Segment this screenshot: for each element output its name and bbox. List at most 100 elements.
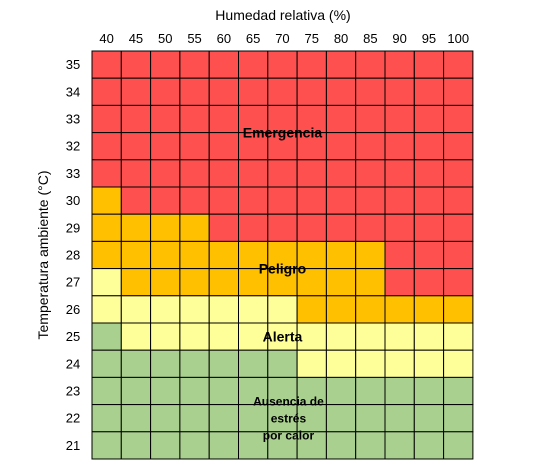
heatmap-cell — [91, 322, 122, 351]
heatmap-cell — [355, 376, 386, 406]
heatmap-cell — [179, 431, 210, 460]
heatmap-cell — [208, 376, 239, 406]
heatmap-cell — [413, 268, 445, 297]
heatmap-cell — [208, 240, 239, 270]
heatmap-cell — [91, 50, 122, 79]
heatmap-cell — [355, 186, 386, 215]
heatmap-cell — [325, 213, 357, 242]
y-tick-label: 33 — [66, 112, 80, 127]
heatmap-cell — [208, 295, 239, 324]
y-axis-title: Temperatura ambiente (°C) — [35, 171, 51, 340]
heatmap-cell — [384, 431, 415, 460]
heatmap-cell — [91, 268, 122, 297]
heatmap-cell — [120, 77, 152, 106]
zone-label: Peligro — [259, 261, 306, 277]
heatmap-cell — [238, 431, 269, 460]
heatmap-cell — [150, 77, 181, 106]
heatmap-cell — [443, 295, 474, 324]
heatmap-cell — [325, 349, 357, 378]
y-tick-label: 29 — [66, 220, 80, 235]
heatmap-cell — [91, 132, 122, 161]
y-tick-label: 22 — [66, 411, 80, 426]
x-tick-label: 40 — [99, 31, 113, 46]
heatmap-cell — [296, 50, 327, 79]
heatmap-cell — [267, 50, 298, 79]
heatmap-cell — [355, 50, 386, 79]
heatmap-cell — [120, 132, 152, 161]
heatmap-cell — [179, 132, 210, 161]
heatmap-cell — [91, 404, 122, 433]
x-tick-label: 90 — [392, 31, 406, 46]
heatmap-cell — [413, 159, 445, 188]
heatmap-cell — [355, 322, 386, 351]
heatmap-cell — [120, 349, 152, 378]
heatmap-cell — [384, 213, 415, 242]
x-axis-ticks: 40 45 50 55 60 65 70 75 80 85 90 95 100 — [99, 31, 469, 46]
heatmap-cell — [384, 159, 415, 188]
heatmap-cell — [325, 77, 357, 106]
heatmap-cell — [413, 322, 445, 351]
heatmap-cell — [267, 240, 298, 270]
heatmap-cell — [413, 404, 445, 433]
heatmap-cell — [296, 349, 327, 378]
y-tick-label: 25 — [66, 329, 80, 344]
heatmap-cell — [150, 132, 181, 161]
heatmap-cell — [238, 186, 269, 215]
heatmap-cell — [179, 322, 210, 351]
heatmap-cell — [91, 186, 122, 215]
heatmap-cell — [355, 349, 386, 378]
x-tick-label: 65 — [246, 31, 260, 46]
heatmap-cell — [413, 295, 445, 324]
heatmap-cell — [120, 213, 152, 242]
heatmap-cell — [296, 240, 327, 270]
heatmap-cell — [325, 404, 357, 433]
heatmap-cell — [443, 268, 474, 297]
heatmap-cell — [120, 240, 152, 270]
heatmap-cell — [179, 213, 210, 242]
heatmap-cell — [443, 376, 474, 406]
y-tick-label: 32 — [66, 139, 80, 154]
heatmap-cell — [208, 77, 239, 106]
heatmap-cell — [325, 431, 357, 460]
heatmap-cell — [150, 322, 181, 351]
heatmap-cell — [413, 349, 445, 378]
heatmap-cell — [208, 186, 239, 215]
heatmap-cell — [384, 104, 415, 134]
heatmap-cell — [267, 159, 298, 188]
heatmap-cell — [443, 77, 474, 106]
heatmap-cell — [355, 404, 386, 433]
heatmap-cell — [384, 349, 415, 378]
heatmap-cell — [150, 104, 181, 134]
heatmap-cell — [443, 104, 474, 134]
heatmap-cell — [238, 268, 269, 297]
y-tick-label: 23 — [66, 384, 80, 399]
heatmap-cell — [325, 268, 357, 297]
heatmap-cell — [384, 404, 415, 433]
heatmap-cell — [120, 322, 152, 351]
heatmap-cell — [150, 295, 181, 324]
x-tick-label: 60 — [217, 31, 231, 46]
heatmap-cell — [179, 104, 210, 134]
heatmap-cell — [384, 376, 415, 406]
heatmap-cell — [150, 240, 181, 270]
heatmap-cell — [325, 159, 357, 188]
heatmap-cell — [179, 159, 210, 188]
heatmap-cell — [413, 104, 445, 134]
heatmap-cell — [355, 159, 386, 188]
heatmap-cell — [355, 213, 386, 242]
heatmap-cell — [91, 77, 122, 106]
heatmap-cell — [120, 159, 152, 188]
heatmap-cell — [120, 50, 152, 79]
heatmap-cell — [355, 77, 386, 106]
heatmap-cell — [91, 295, 122, 324]
heatmap-cell — [443, 322, 474, 351]
heatmap-cell — [267, 404, 298, 433]
heatmap-cell — [267, 132, 298, 161]
heatmap-cell — [384, 77, 415, 106]
y-tick-label: 26 — [66, 302, 80, 317]
heatmap-cell — [296, 159, 327, 188]
heatmap-cell — [238, 376, 269, 406]
heatmap-cell — [355, 268, 386, 297]
heatmap-cell — [120, 404, 152, 433]
heatmap-cell — [150, 268, 181, 297]
